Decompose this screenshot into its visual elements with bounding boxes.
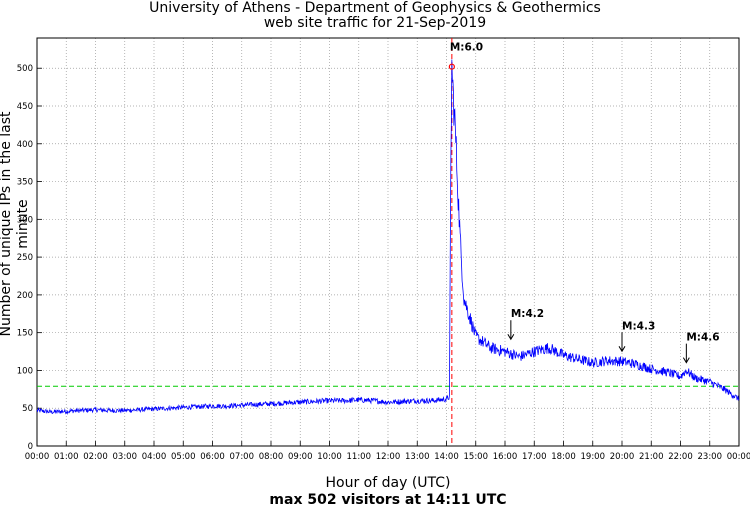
y-tick-label: 400: [17, 140, 33, 150]
peak-marker: [448, 63, 455, 70]
y-axis-label: Number of unique IPs in the last minute: [0, 111, 31, 337]
x-tick-label: 06:00: [200, 452, 225, 462]
axis-ticks: 00:00 01:00 02:00 03:00 04:00 05:00 06:00 07:00…: [17, 64, 750, 462]
x-tick-label: 09:00: [288, 452, 313, 462]
x-tick-label: 00:00: [25, 452, 50, 462]
x-tick-label: 23:00: [698, 452, 723, 462]
x-tick-label: 18:00: [551, 452, 576, 462]
x-tick-label: 04:00: [142, 452, 167, 462]
annotations: M:6.0 M:4.2 M:4.3 M:4.6: [450, 42, 720, 364]
x-tick-label: 17:00: [522, 452, 547, 462]
y-tick-label: 50: [22, 404, 33, 414]
y-tick-label: 150: [17, 329, 33, 339]
series-layer: [36, 59, 740, 415]
annotation-label: M:4.2: [511, 308, 544, 320]
x-tick-label: 07:00: [230, 452, 255, 462]
chart-subtitle: web site traffic for 21-Sep-2019: [263, 15, 487, 31]
annotation-label: M:4.6: [686, 332, 719, 344]
annotation-arrowhead: [682, 357, 690, 364]
x-tick-label: 13:00: [405, 452, 430, 462]
x-tick-label: 10:00: [317, 452, 342, 462]
x-tick-label: 08:00: [259, 452, 284, 462]
annotation-label: M:6.0: [450, 42, 483, 54]
chart-title: University of Athens - Department of Geo…: [149, 0, 601, 16]
grid: [37, 38, 739, 446]
x-tick-label: 03:00: [113, 452, 138, 462]
y-tick-label: 450: [17, 102, 33, 112]
annotation-arrowhead: [618, 346, 626, 353]
y-tick-label: 200: [17, 291, 33, 301]
x-tick-label: 12:00: [376, 452, 401, 462]
max-visitors-caption: max 502 visitors at 14:11 UTC: [269, 492, 507, 508]
annotation-arrowhead: [507, 333, 515, 341]
y-tick-label: 250: [17, 253, 33, 263]
x-tick-label: 14:00: [434, 452, 459, 462]
x-tick-label: 00:00: [727, 452, 750, 462]
x-tick-label: 15:00: [464, 452, 489, 462]
traffic-series-line: [36, 59, 740, 415]
x-tick-label: 22:00: [668, 452, 693, 462]
y-tick-label: 0: [28, 442, 33, 452]
x-tick-label: 19:00: [581, 452, 606, 462]
y-tick-label: 100: [17, 366, 33, 376]
x-tick-label: 01:00: [54, 452, 79, 462]
x-axis-label: Hour of day (UTC): [325, 475, 451, 491]
x-tick-label: 05:00: [171, 452, 196, 462]
annotation-label: M:4.3: [622, 320, 655, 332]
x-tick-label: 02:00: [83, 452, 108, 462]
x-tick-label: 16:00: [493, 452, 518, 462]
y-tick-label: 300: [17, 215, 33, 225]
y-tick-label: 350: [17, 178, 33, 188]
x-tick-label: 11:00: [347, 452, 372, 462]
x-tick-label: 21:00: [639, 452, 664, 462]
x-tick-label: 20:00: [610, 452, 635, 462]
y-tick-label: 500: [17, 64, 33, 74]
